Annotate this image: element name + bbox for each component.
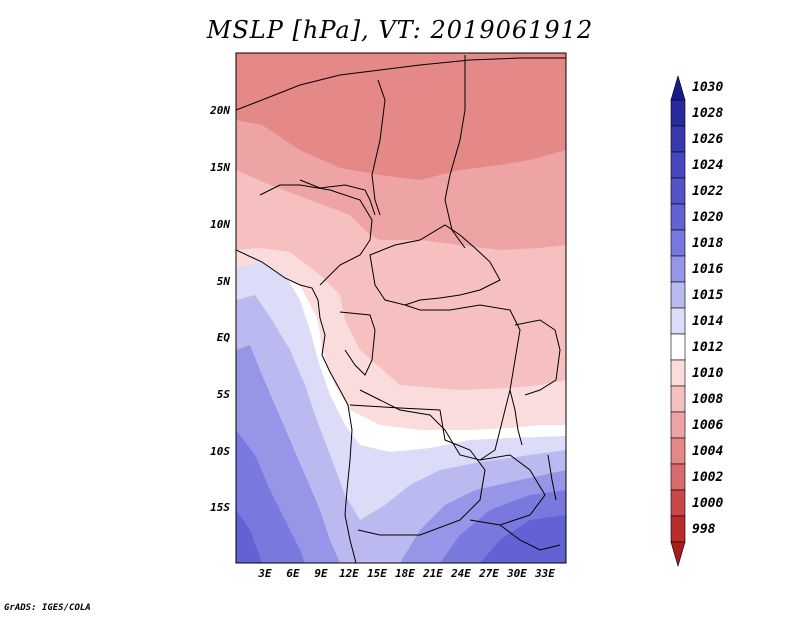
colorbar-segment bbox=[670, 151, 686, 179]
colorbar-segment bbox=[670, 281, 686, 309]
lake-malawi bbox=[547, 454, 557, 501]
band-1018 bbox=[236, 345, 566, 563]
colorbar-segment bbox=[670, 177, 686, 205]
lon-tick-33e: 33E bbox=[535, 567, 555, 580]
colorbar-arrow-bottom bbox=[670, 541, 686, 568]
lon-tick-6e: 6E bbox=[286, 567, 300, 580]
border-car bbox=[369, 224, 501, 306]
colorbar-segment bbox=[670, 515, 686, 543]
lon-tick-21e: 21E bbox=[423, 567, 443, 580]
map-title: MSLP [hPa], VT: 2019061912 bbox=[206, 16, 594, 44]
lon-tick-3e: 3E bbox=[258, 567, 272, 580]
lat-tick-10s: 10S bbox=[210, 445, 230, 458]
grads-credit: GrADS: IGES/COLA bbox=[4, 603, 91, 613]
cb-label-1028: 1028 bbox=[692, 106, 724, 121]
lon-tick-12e: 12E bbox=[339, 567, 359, 580]
cb-label-1010: 1010 bbox=[692, 366, 724, 381]
cb-label-998: 998 bbox=[692, 522, 716, 537]
border-mali-niger bbox=[299, 179, 376, 216]
lon-tick-24e: 24E bbox=[451, 567, 471, 580]
cb-label-1018: 1018 bbox=[692, 236, 724, 251]
colorbar-segment bbox=[670, 125, 686, 153]
pressure-field bbox=[236, 53, 566, 563]
cb-label-1012: 1012 bbox=[692, 340, 724, 355]
colorbar-segment bbox=[670, 333, 686, 361]
cb-label-1026: 1026 bbox=[692, 132, 724, 147]
cb-label-1016: 1016 bbox=[692, 262, 724, 277]
colorbar-segment bbox=[670, 203, 686, 231]
west-africa-coastline bbox=[236, 249, 357, 563]
lon-tick-15e: 15E bbox=[367, 567, 387, 580]
band-1022 bbox=[236, 510, 566, 563]
cb-label-1002: 1002 bbox=[692, 470, 724, 485]
border-east bbox=[514, 319, 561, 396]
cb-label-1000: 1000 bbox=[692, 496, 724, 511]
cb-label-1014: 1014 bbox=[692, 314, 724, 329]
border-sahel bbox=[236, 57, 566, 111]
colorbar-segment bbox=[670, 437, 686, 465]
lat-tick-5n: 5N bbox=[216, 275, 230, 288]
band-1020 bbox=[236, 430, 566, 563]
plot-frame bbox=[235, 52, 567, 564]
lat-tick-eq: EQ bbox=[216, 331, 230, 344]
colorbar-segment bbox=[670, 411, 686, 439]
lat-tick-15s: 15S bbox=[210, 501, 230, 514]
border-congo bbox=[339, 311, 376, 376]
lat-tick-15n: 15N bbox=[210, 161, 230, 174]
colorbar-segment bbox=[670, 489, 686, 517]
colorbar-segment bbox=[670, 359, 686, 387]
cb-label-1030: 1030 bbox=[692, 80, 724, 95]
colorbar-segment bbox=[670, 99, 686, 127]
colorbar-segment bbox=[670, 229, 686, 257]
border-niger-chad bbox=[371, 79, 386, 216]
colorbar-segment bbox=[670, 307, 686, 335]
lake-tanganyika bbox=[509, 389, 523, 446]
cb-label-1015: 1015 bbox=[692, 288, 724, 303]
lat-tick-5s: 5S bbox=[216, 388, 230, 401]
lon-tick-18e: 18E bbox=[395, 567, 415, 580]
lat-tick-10n: 10N bbox=[210, 218, 230, 231]
border-angola bbox=[349, 404, 486, 536]
border-nigeria bbox=[259, 184, 373, 286]
cb-label-1024: 1024 bbox=[692, 158, 724, 173]
cb-label-1008: 1008 bbox=[692, 392, 724, 407]
colorbar bbox=[670, 74, 686, 568]
cb-label-1020: 1020 bbox=[692, 210, 724, 225]
colorbar-segment bbox=[670, 385, 686, 413]
cb-label-1006: 1006 bbox=[692, 418, 724, 433]
colorbar-segment bbox=[670, 255, 686, 283]
lon-tick-9e: 9E bbox=[314, 567, 328, 580]
lon-tick-27e: 27E bbox=[479, 567, 499, 580]
border-drc bbox=[359, 304, 521, 461]
cb-label-1004: 1004 bbox=[692, 444, 724, 459]
lon-tick-30e: 30E bbox=[507, 567, 527, 580]
border-zimbabwe bbox=[499, 524, 561, 551]
colorbar-segment bbox=[670, 463, 686, 491]
lat-tick-20n: 20N bbox=[210, 104, 230, 117]
cb-label-1022: 1022 bbox=[692, 184, 724, 199]
country-borders bbox=[236, 55, 566, 563]
colorbar-arrow-top bbox=[670, 74, 686, 101]
